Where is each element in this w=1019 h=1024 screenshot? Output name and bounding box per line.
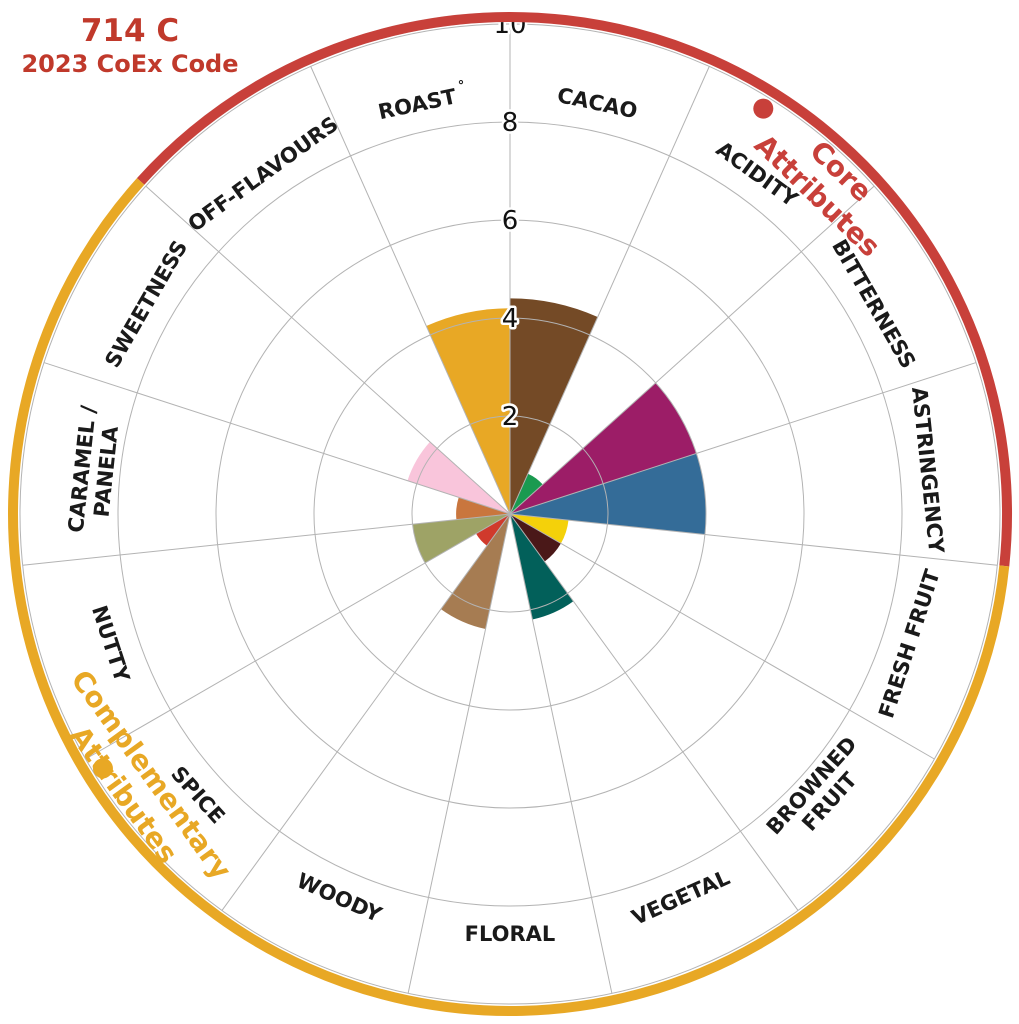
r-tick-label: 2 xyxy=(502,402,519,432)
grid-spoke xyxy=(509,362,977,515)
grid-spoke xyxy=(221,513,511,911)
wedge-cacao xyxy=(510,298,598,514)
wedge-astringency xyxy=(510,453,706,535)
chart-header: 714 C 2023 CoEx Code xyxy=(0,12,260,78)
wedge-sweetness xyxy=(407,441,510,514)
wedge-acidity xyxy=(510,473,543,514)
wedge-bitterness xyxy=(510,382,697,514)
coex-subtitle: 2023 CoEx Code xyxy=(21,50,239,78)
complementary-attributes-marker xyxy=(92,758,113,779)
grid-spoke xyxy=(85,513,511,760)
r-tick-label: 6 xyxy=(502,206,519,236)
coex-code: 714 C xyxy=(80,13,180,49)
complementary-attributes-arc xyxy=(8,178,1010,1016)
r-tick-label: 4 xyxy=(502,304,519,334)
category-label-floral: FLORAL xyxy=(465,922,556,946)
grid-spoke xyxy=(509,513,613,994)
wedge-caramel-panela xyxy=(456,497,510,520)
grid-spoke xyxy=(407,513,511,994)
grid-spoke xyxy=(145,185,511,515)
grid-spoke xyxy=(509,513,799,911)
wedge-woody xyxy=(440,514,510,630)
wedge-spice xyxy=(476,514,510,546)
grid-spoke xyxy=(509,513,935,760)
grid-spoke xyxy=(509,66,710,515)
grid-spoke xyxy=(43,362,511,515)
core-attributes-arc xyxy=(136,12,1012,567)
grid-spoke xyxy=(509,185,875,515)
grid-spoke xyxy=(22,513,511,566)
core-attributes-marker xyxy=(753,98,774,119)
wedge-nutty xyxy=(412,514,510,563)
wedge-browned-fruit xyxy=(510,514,561,562)
grid-spoke xyxy=(310,66,511,515)
wedge-vegetal xyxy=(510,514,574,620)
r-tick-label: 8 xyxy=(502,108,519,138)
wedge-roast xyxy=(426,308,510,514)
wedge-fresh-fruit xyxy=(510,514,569,544)
grid-spoke xyxy=(509,513,998,566)
